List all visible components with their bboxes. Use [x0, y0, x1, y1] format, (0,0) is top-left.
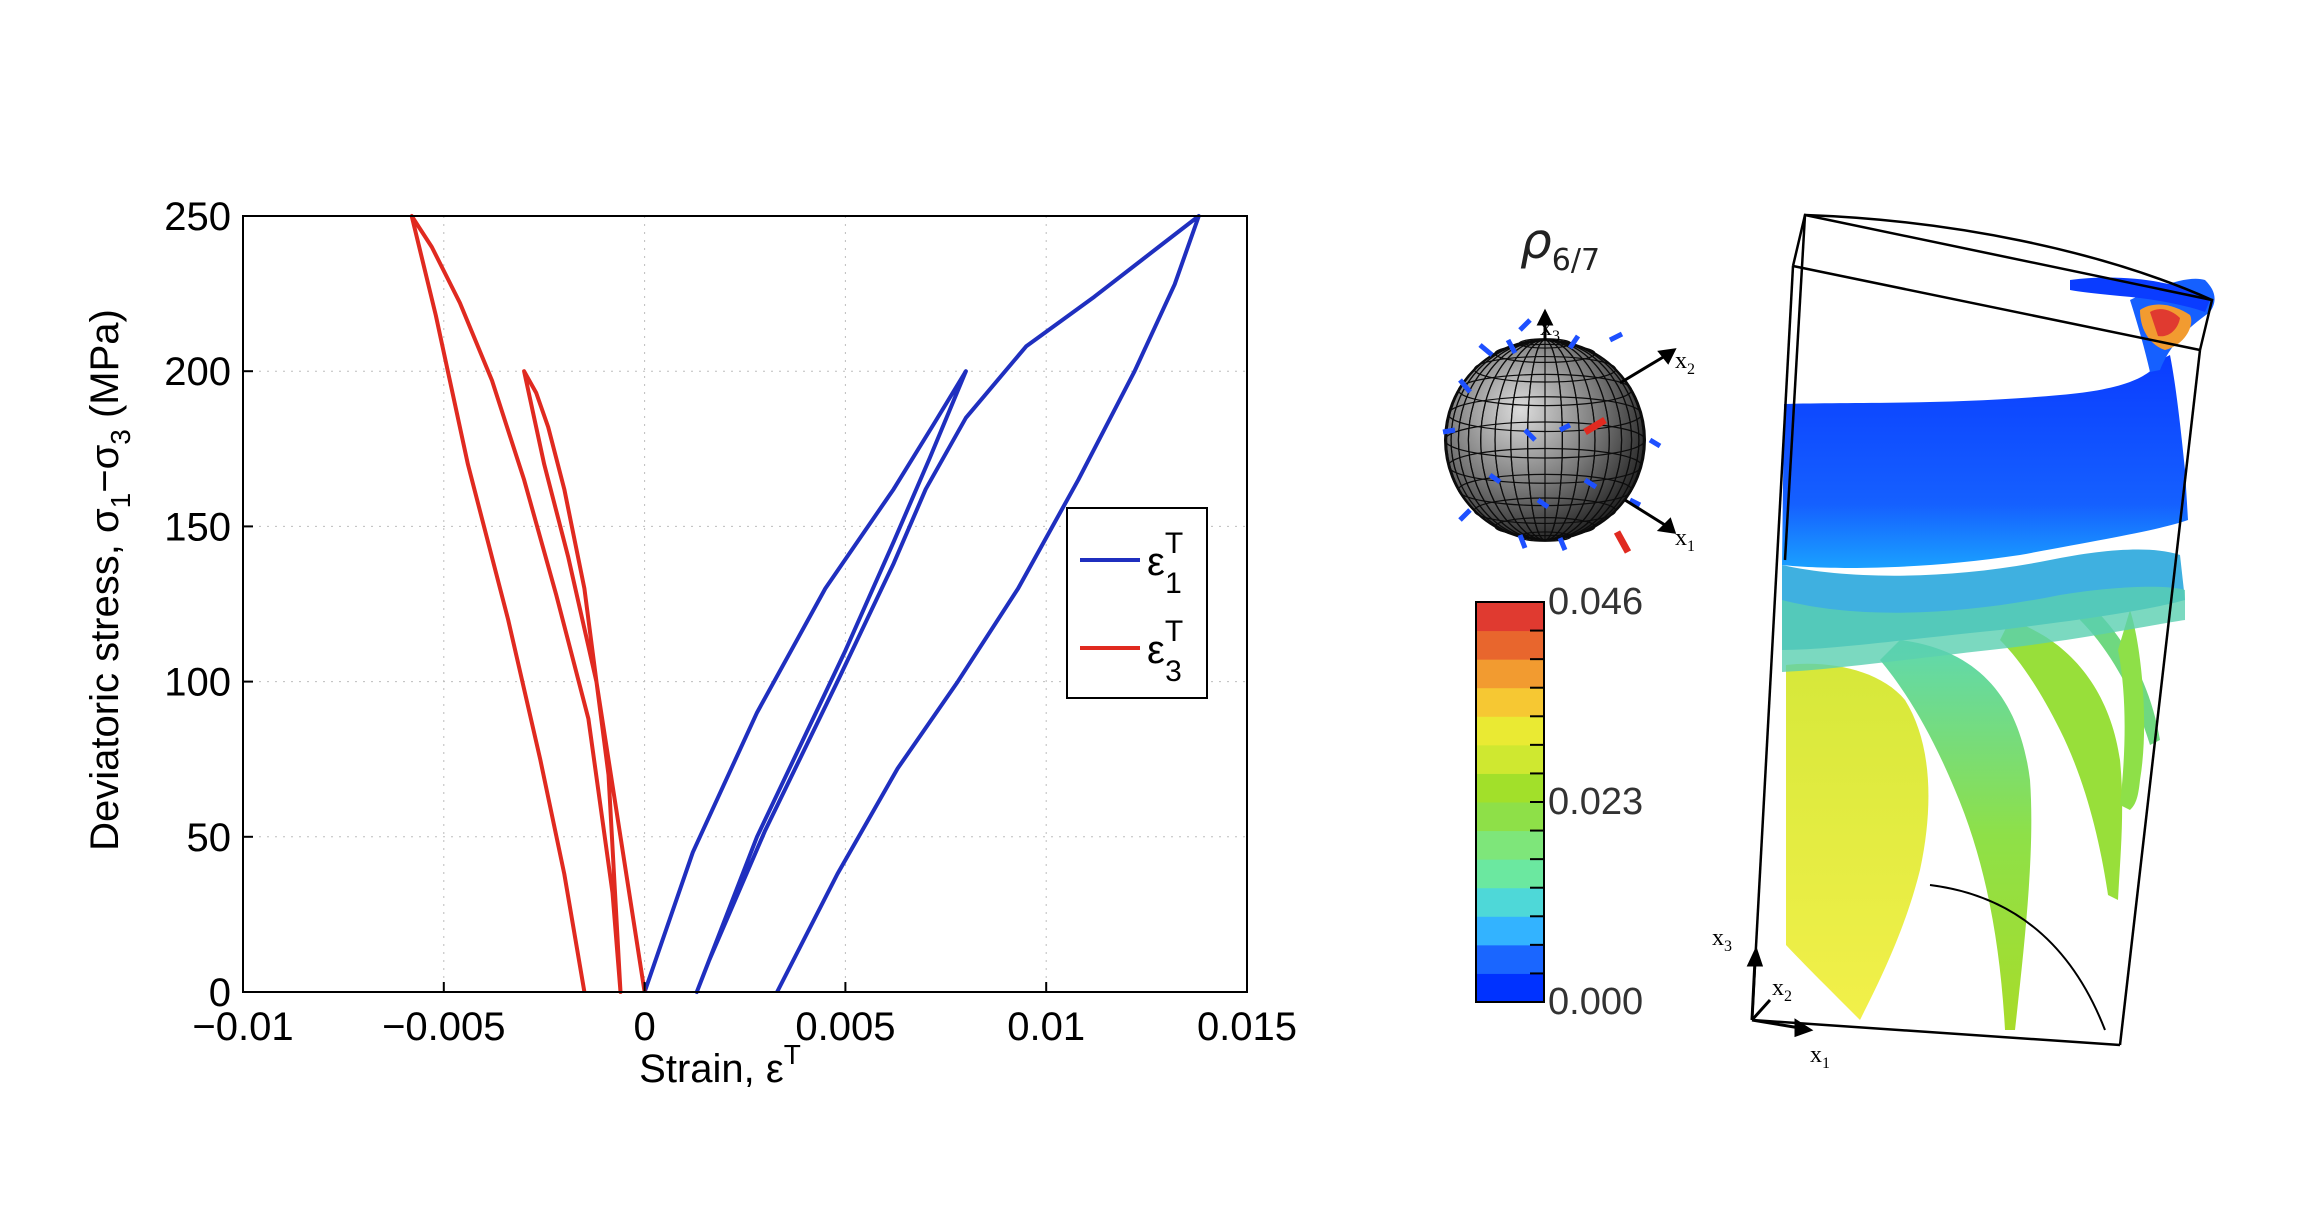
colorbar-label-max: 0.046	[1548, 581, 1643, 623]
volume-rendering: x3 x2 x1	[1712, 213, 2215, 1072]
orientation-sphere: x3 x2 x1	[1442, 308, 1695, 555]
sphere-markers-blue	[1442, 318, 1662, 551]
series-line-0	[642, 214, 1201, 994]
colorbar-swatch	[1476, 773, 1544, 803]
chart-series-layer	[409, 214, 1201, 994]
volume-green-fin-4	[2118, 610, 2145, 810]
colorbar-label-mid: 0.023	[1548, 781, 1643, 823]
sphere-title: ρ6/7	[1520, 212, 1600, 278]
legend-box	[1066, 507, 1208, 699]
series-line-1	[409, 214, 647, 994]
colorbar-swatch	[1476, 716, 1544, 746]
legend-label-e3: εT 3	[1147, 615, 1183, 688]
volume-blue-plume-top	[2070, 277, 2210, 312]
x-axis-title: Strain, εT	[639, 1039, 801, 1091]
sphere-axis-x3-label: x3	[1540, 315, 1560, 345]
stress-strain-chart: −0.01 −0.005 0 0.005 0.01 0.015 0 50 100 150 200 25…	[83, 195, 1297, 1091]
x-tick-label: −0.005	[382, 1005, 505, 1049]
colorbar-swatch	[1476, 630, 1544, 660]
x-tick-label: 0	[633, 1005, 655, 1049]
y-axis-title: Deviatoric stress, σ1−σ3 (MPa)	[83, 309, 136, 851]
volume-axis-x3-label: x3	[1712, 925, 1732, 955]
colorbar-swatch	[1476, 830, 1544, 860]
sphere-axis-x1-label: x1	[1675, 525, 1695, 555]
colorbar-label-min: 0.000	[1548, 981, 1643, 1023]
colorbar-swatch	[1476, 973, 1544, 1003]
volume-bounding-box	[1750, 213, 2214, 1047]
colorbar-swatch	[1476, 859, 1544, 889]
y-tick-label: 50	[187, 816, 232, 860]
colorbar-swatch	[1476, 659, 1544, 689]
colorbar-swatch	[1476, 916, 1544, 946]
y-tick-label: 250	[164, 195, 231, 239]
plot-frame	[242, 215, 1248, 993]
sphere-markers-red	[1583, 416, 1632, 554]
x-tick-label: 0.01	[1007, 1005, 1085, 1049]
volume-yellow-region	[1786, 663, 1929, 1020]
volume-hotspot-core	[2150, 309, 2180, 337]
colorbar-swatch	[1476, 944, 1544, 974]
y-tick-label: 150	[164, 505, 231, 549]
colorbar-swatch	[1476, 687, 1544, 717]
volume-blue-slab	[1782, 355, 2188, 568]
volume-green-fin-1	[1880, 640, 2032, 1030]
colorbar-swatch	[1476, 602, 1544, 632]
legend-label-e1: εT 1	[1147, 527, 1183, 600]
y-tick-label: 0	[209, 971, 231, 1015]
sphere-axis-x2-label: x2	[1675, 348, 1695, 378]
y-tick-label: 100	[164, 661, 231, 705]
colorbar-swatch	[1476, 887, 1544, 917]
colorbar-swatch	[1476, 744, 1544, 774]
volume-axis-x1-label: x1	[1810, 1042, 1830, 1072]
colorbar	[1475, 601, 1545, 1003]
x-tick-label: −0.01	[192, 1005, 293, 1049]
x-tick-label: 0.005	[795, 1005, 895, 1049]
volume-axes	[1746, 945, 1814, 1038]
chart-ticks: −0.01 −0.005 0 0.005 0.01 0.015 0 50 100 150 200 25…	[164, 195, 1297, 1049]
colorbar-swatch	[1476, 802, 1544, 832]
volume-teal-band	[1782, 586, 2185, 672]
sphere-axes	[1536, 308, 1677, 534]
volume-axis-x2-label: x2	[1772, 975, 1792, 1005]
chart-legend: εT 1 εT 3	[1066, 507, 1208, 699]
volume-green-fin-2	[2000, 620, 2123, 900]
y-tick-label: 200	[164, 350, 231, 394]
x-tick-label: 0.015	[1197, 1005, 1297, 1049]
